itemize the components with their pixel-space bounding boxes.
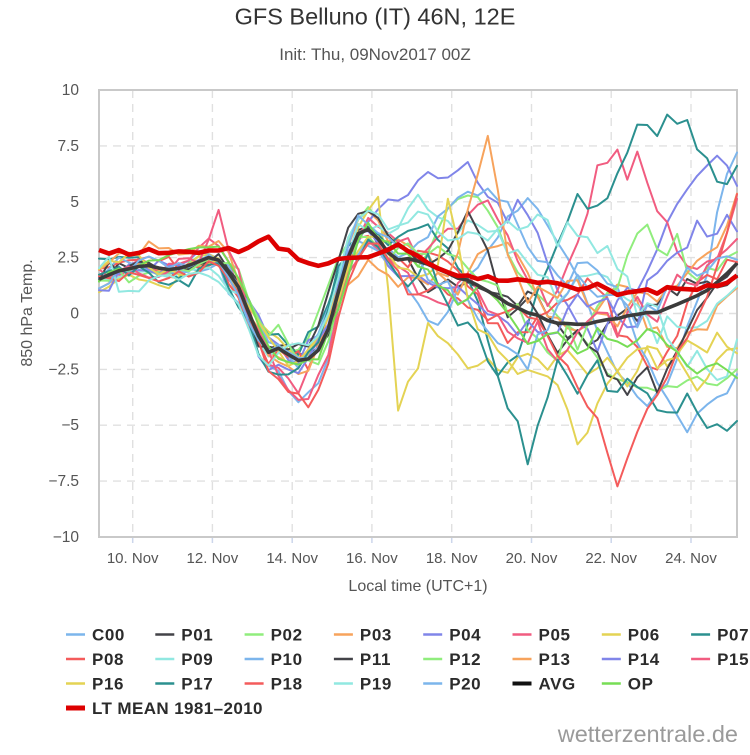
svg-text:P07: P07 bbox=[717, 626, 749, 645]
svg-text:850 hPa Temp.: 850 hPa Temp. bbox=[19, 259, 36, 366]
svg-text:P01: P01 bbox=[181, 626, 213, 645]
svg-text:C00: C00 bbox=[92, 626, 125, 645]
svg-text:2.5: 2.5 bbox=[57, 250, 79, 267]
svg-text:−2.5: −2.5 bbox=[48, 361, 79, 378]
svg-text:−10: −10 bbox=[53, 529, 80, 546]
svg-text:10. Nov: 10. Nov bbox=[107, 550, 159, 567]
svg-text:P03: P03 bbox=[360, 626, 392, 645]
svg-text:P13: P13 bbox=[539, 650, 571, 669]
svg-text:LT MEAN 1981–2010: LT MEAN 1981–2010 bbox=[92, 699, 263, 718]
svg-text:P11: P11 bbox=[360, 650, 391, 669]
svg-text:P12: P12 bbox=[449, 650, 481, 669]
svg-text:P18: P18 bbox=[271, 675, 303, 694]
svg-text:P16: P16 bbox=[92, 675, 124, 694]
svg-text:14. Nov: 14. Nov bbox=[266, 550, 318, 567]
svg-text:AVG: AVG bbox=[539, 675, 576, 694]
svg-text:5: 5 bbox=[70, 194, 79, 211]
svg-text:P09: P09 bbox=[181, 650, 213, 669]
svg-text:P05: P05 bbox=[539, 626, 571, 645]
svg-text:P14: P14 bbox=[628, 650, 660, 669]
svg-text:18. Nov: 18. Nov bbox=[426, 550, 478, 567]
svg-text:P19: P19 bbox=[360, 675, 392, 694]
svg-text:10: 10 bbox=[62, 82, 80, 99]
svg-text:Local time (UTC+1): Local time (UTC+1) bbox=[348, 578, 487, 595]
svg-text:−7.5: −7.5 bbox=[48, 473, 79, 490]
svg-text:OP: OP bbox=[628, 675, 654, 694]
svg-text:GFS Belluno (IT) 46N, 12E: GFS Belluno (IT) 46N, 12E bbox=[235, 4, 516, 30]
svg-text:12. Nov: 12. Nov bbox=[187, 550, 239, 567]
svg-text:P04: P04 bbox=[449, 626, 481, 645]
svg-text:16. Nov: 16. Nov bbox=[346, 550, 398, 567]
svg-text:P10: P10 bbox=[271, 650, 303, 669]
svg-text:P08: P08 bbox=[92, 650, 124, 669]
svg-text:24. Nov: 24. Nov bbox=[665, 550, 717, 567]
svg-text:−5: −5 bbox=[61, 417, 79, 434]
svg-text:P02: P02 bbox=[271, 626, 303, 645]
svg-text:P06: P06 bbox=[628, 626, 660, 645]
svg-text:P17: P17 bbox=[181, 675, 213, 694]
svg-text:0: 0 bbox=[70, 306, 79, 323]
svg-text:wetterzentrale.de: wetterzentrale.de bbox=[557, 721, 738, 747]
svg-text:7.5: 7.5 bbox=[57, 138, 79, 155]
svg-text:P15: P15 bbox=[717, 650, 749, 669]
svg-text:Init: Thu, 09Nov2017 00Z: Init: Thu, 09Nov2017 00Z bbox=[279, 45, 471, 64]
svg-text:20. Nov: 20. Nov bbox=[506, 550, 558, 567]
svg-text:P20: P20 bbox=[449, 675, 481, 694]
svg-text:22. Nov: 22. Nov bbox=[585, 550, 637, 567]
